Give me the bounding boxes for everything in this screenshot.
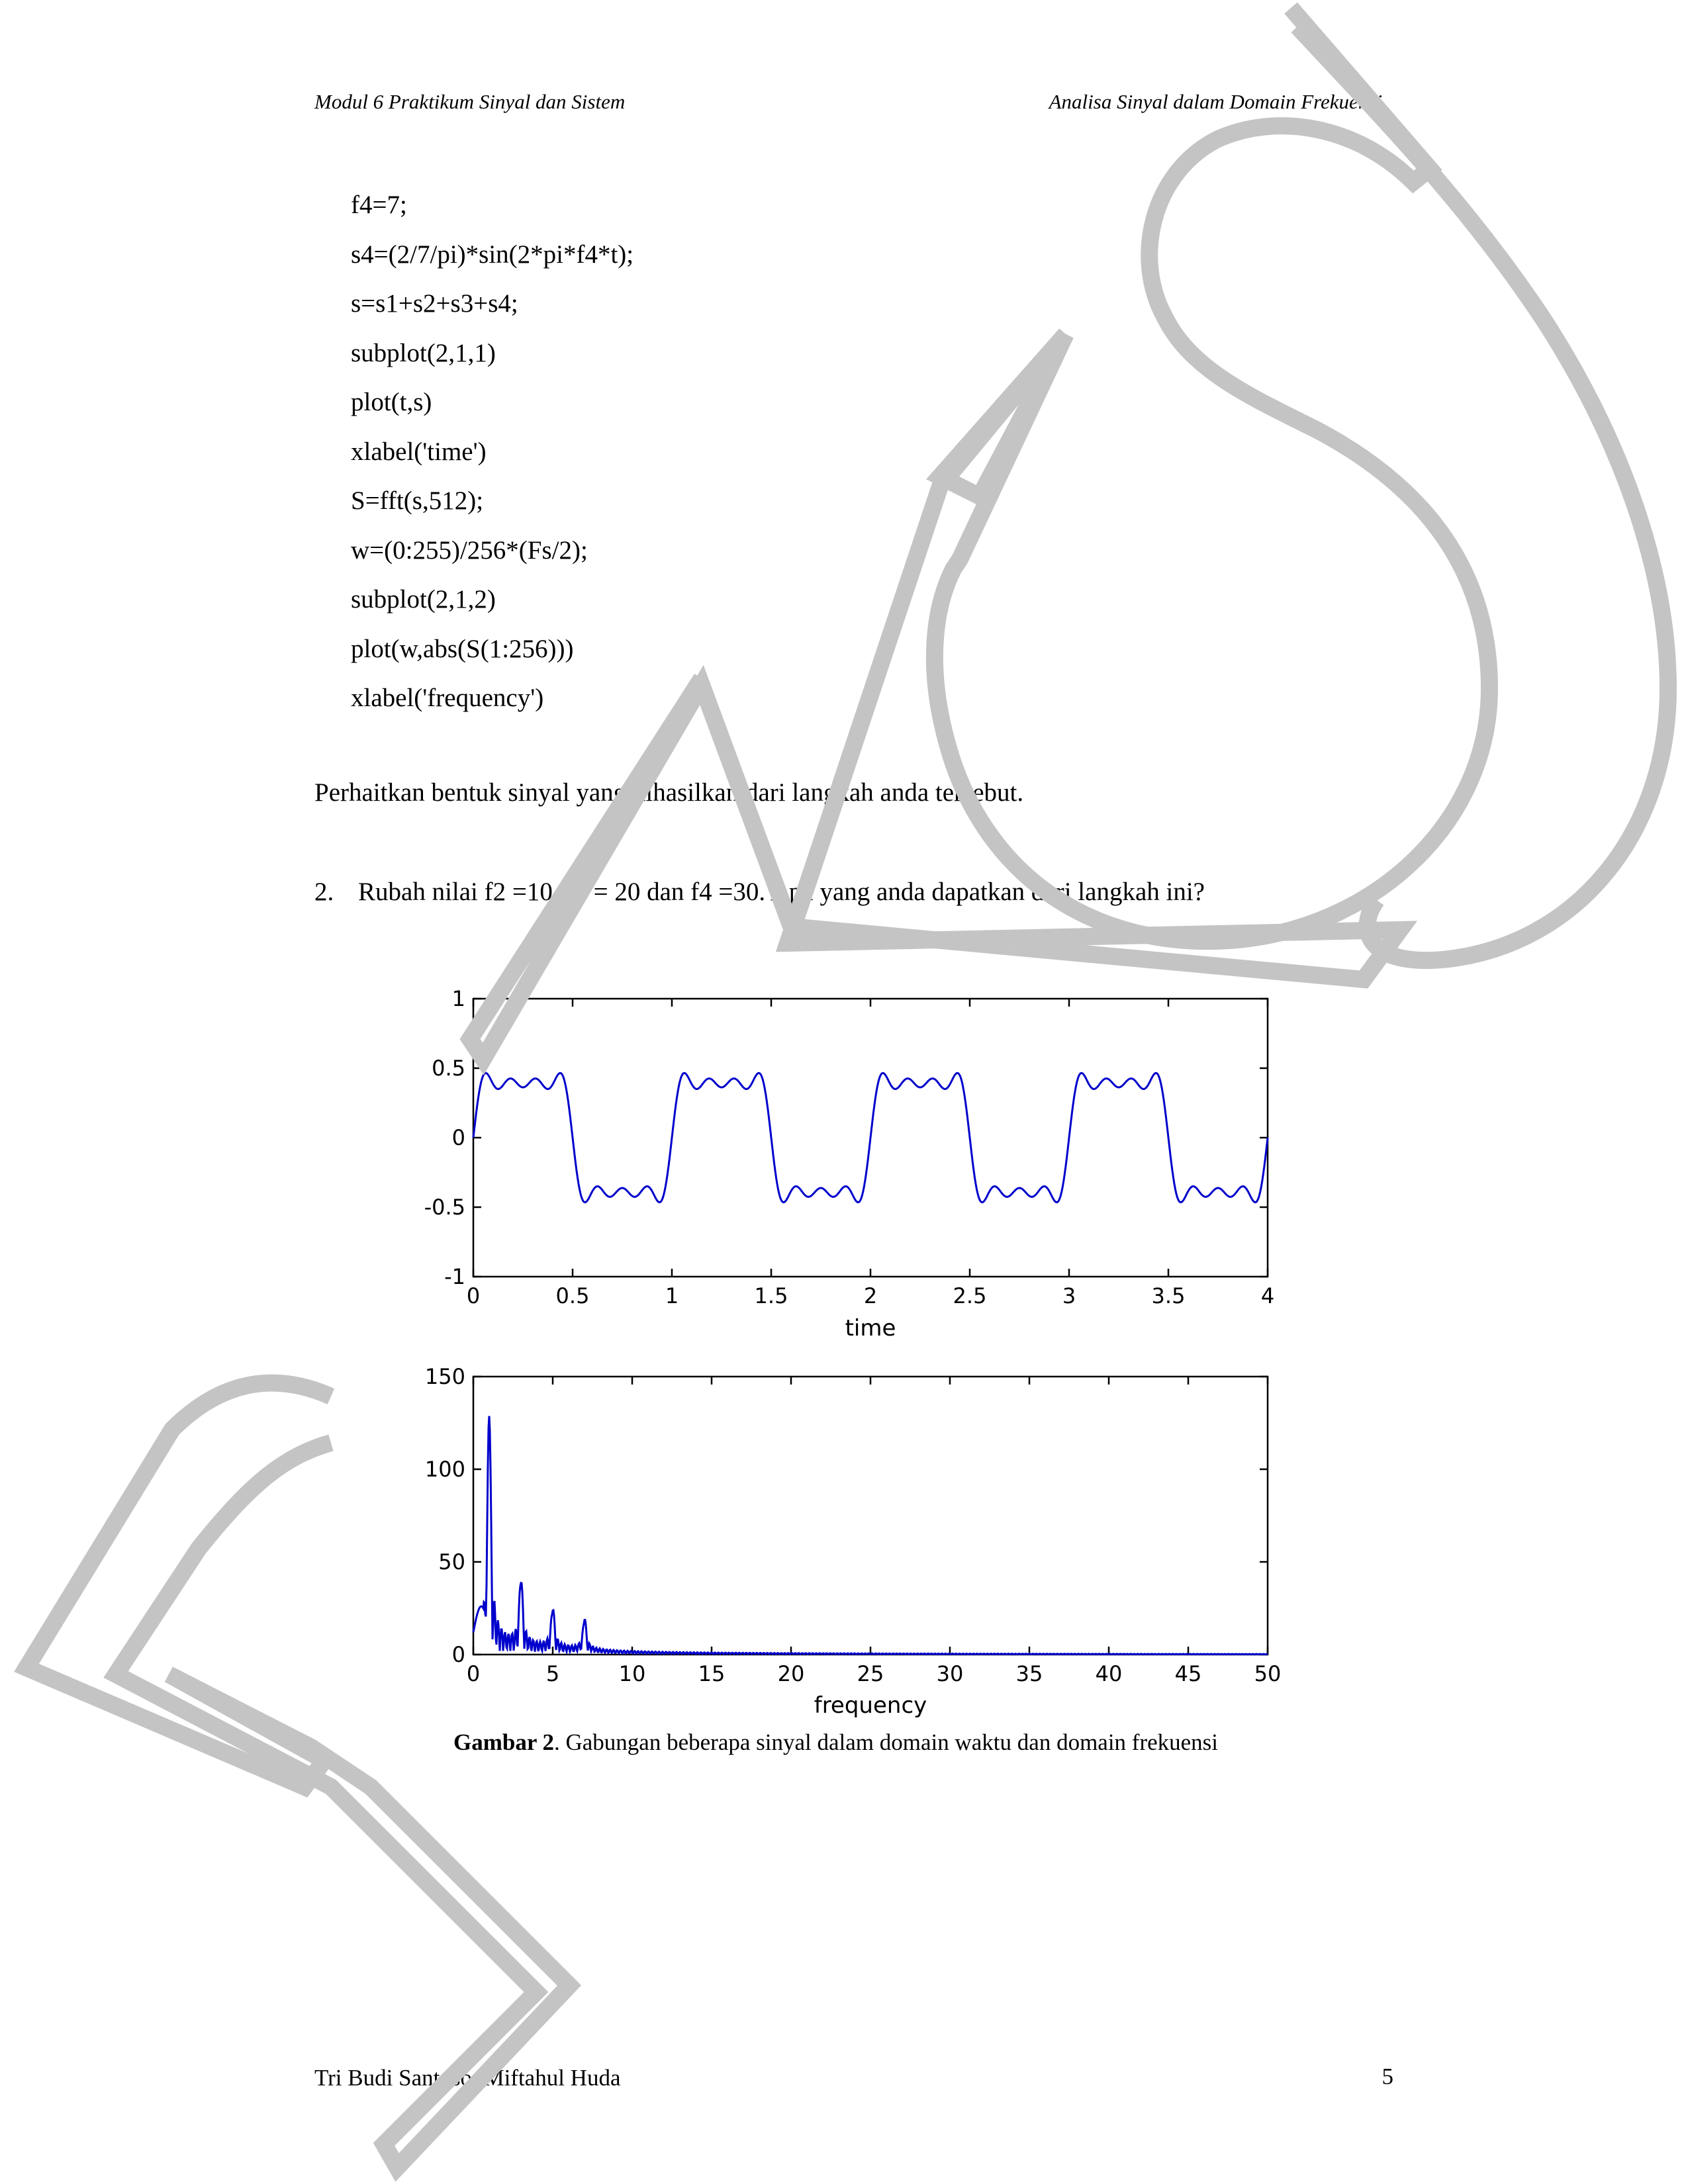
x-tick-label-time: 2.5 (953, 1283, 987, 1308)
x-tick-label-freq: 5 (546, 1661, 559, 1686)
x-tick-label-time: 0.5 (556, 1283, 590, 1308)
page-number: 5 (1382, 2064, 1394, 2089)
watermark-s-shape-inner (1291, 21, 1677, 970)
code-line: plot(t,s) (351, 388, 432, 416)
code-line: w=(0:255)/256*(Fs/2); (351, 535, 588, 565)
x-tick-label-freq: 45 (1175, 1661, 1202, 1686)
question-number: 2. (314, 878, 334, 906)
code-line: subplot(2,1,1) (351, 338, 496, 367)
footer-authors: Tri Budi Santoso, Miftahul Huda (314, 2065, 621, 2091)
y-tick-label-freq: 150 (425, 1364, 465, 1389)
page-header-right: Analisa Sinyal dalam Domain Frekuensi (1049, 90, 1382, 113)
frequency-domain-chart: 0 5 10 15 20 25 30 35 40 45 50 150 100 50 0 frequency (425, 1364, 1281, 1719)
tick-labels-frequency: 0 5 10 15 20 25 30 35 40 45 50 150 100 50 0 (425, 1364, 1281, 1686)
x-tick-label-time: 2 (864, 1283, 877, 1308)
y-tick-label-freq: 100 (425, 1457, 465, 1482)
x-tick-label-freq: 40 (1096, 1661, 1123, 1686)
x-tick-label-freq: 15 (698, 1661, 726, 1686)
instruction-paragraph: Perhaitkan bentuk sinyal yang dihasilkan… (314, 778, 1024, 807)
tick-group-frequency (472, 1375, 1269, 1656)
code-line: plot(w,abs(S(1:256))) (351, 634, 574, 663)
page-header-left: Modul 6 Praktikum Sinyal dan Sistem (314, 90, 626, 113)
question-item: 2. Rubah nilai f2 =10, f3 = 20 dan f4 =30… (314, 877, 1205, 907)
x-tick-label-time: 3 (1062, 1283, 1076, 1308)
code-line: s=s1+s2+s3+s4; (351, 289, 518, 318)
caption-text: . Gabungan beberapa sinyal dalam domain … (554, 1729, 1219, 1755)
x-axis-label-frequency: frequency (814, 1692, 927, 1719)
y-tick-label-time: 0.5 (432, 1056, 465, 1081)
x-tick-label-freq: 10 (619, 1661, 646, 1686)
series-line-time (472, 1071, 1269, 1204)
chart-figure: 0 0.5 1 1.5 2 2.5 3 3.5 4 1 0.5 0 -0.5 -1 time 0 5 10 15… (424, 986, 1282, 1719)
x-tick-label-time: 3.5 (1152, 1283, 1186, 1308)
x-tick-label-freq: 20 (778, 1661, 805, 1686)
x-tick-label-freq: 0 (467, 1661, 480, 1686)
question-text: Rubah nilai f2 =10, f3 = 20 dan f4 =30. … (358, 878, 1205, 906)
figure-caption: Gambar 2. Gabungan beberapa sinyal dalam… (453, 1729, 1218, 1756)
y-tick-label-time: 1 (452, 986, 465, 1011)
y-tick-label-freq: 0 (452, 1642, 465, 1667)
y-tick-label-time: 0 (452, 1125, 465, 1150)
code-line: S=fft(s,512); (351, 486, 484, 515)
x-axis-label-time: time (845, 1315, 896, 1342)
code-line: subplot(2,1,2) (351, 585, 496, 614)
x-tick-label-freq: 50 (1254, 1661, 1282, 1686)
y-tick-label-time: -1 (444, 1264, 465, 1289)
y-tick-label-freq: 50 (438, 1549, 465, 1574)
code-line: s4=(2/7/pi)*sin(2*pi*f4*t); (351, 240, 634, 269)
x-tick-label-freq: 35 (1016, 1661, 1043, 1686)
time-domain-chart: 0 0.5 1 1.5 2 2.5 3 3.5 4 1 0.5 0 -0.5 -1 time (424, 986, 1275, 1342)
x-tick-label-freq: 25 (857, 1661, 884, 1686)
y-tick-label-time: -0.5 (424, 1195, 465, 1220)
code-line: xlabel('time') (351, 437, 487, 466)
x-tick-label-time: 0 (467, 1283, 480, 1308)
tick-labels-time: 0 0.5 1 1.5 2 2.5 3 3.5 4 1 0.5 0 -0.5 -1 (424, 986, 1275, 1308)
code-listing: f4=7; s4=(2/7/pi)*sin(2*pi*f4*t); s=s1+s… (351, 185, 633, 728)
x-tick-label-time: 1.5 (755, 1283, 788, 1308)
caption-label: Gambar 2 (453, 1729, 554, 1755)
figure: 0 0.5 1 1.5 2 2.5 3 3.5 4 1 0.5 0 -0.5 -1 time 0 5 10 15… (338, 936, 1357, 1734)
series-line-frequency (472, 1416, 1268, 1656)
x-tick-label-time: 1 (665, 1283, 679, 1308)
plot-frame-frequency (472, 1375, 1269, 1656)
x-tick-label-freq: 30 (937, 1661, 964, 1686)
code-line: f4=7; (351, 191, 407, 219)
x-tick-label-time: 4 (1261, 1283, 1274, 1308)
code-line: xlabel('frequency') (351, 684, 544, 712)
